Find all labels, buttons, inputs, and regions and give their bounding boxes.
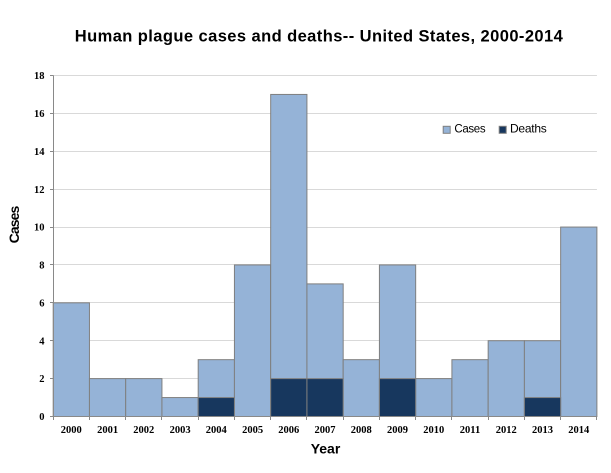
svg-text:12: 12 [34,185,45,196]
svg-text:2011: 2011 [460,425,480,436]
svg-text:2001: 2001 [97,425,118,436]
svg-text:Deaths: Deaths [510,122,547,136]
svg-text:18: 18 [34,71,45,82]
svg-text:2012: 2012 [496,425,517,436]
svg-text:2004: 2004 [206,425,228,436]
svg-text:Cases: Cases [454,124,485,136]
svg-text:6: 6 [39,298,44,309]
svg-text:Human plague cases and deaths-: Human plague cases and deaths-- United S… [75,28,564,46]
svg-text:2: 2 [39,374,44,385]
svg-text:2006: 2006 [278,425,299,436]
svg-text:Cases: Cases [6,206,22,244]
svg-text:2000: 2000 [61,425,82,436]
svg-text:14: 14 [34,147,45,158]
svg-text:16: 16 [34,109,45,120]
svg-text:8: 8 [39,261,44,272]
svg-text:4: 4 [39,336,45,347]
svg-text:10: 10 [34,223,45,234]
svg-text:2003: 2003 [170,425,191,436]
svg-text:2014: 2014 [568,425,590,436]
svg-text:2008: 2008 [351,425,372,436]
svg-text:2010: 2010 [423,425,444,436]
svg-text:2013: 2013 [532,425,553,436]
svg-text:0: 0 [39,412,44,423]
svg-text:2009: 2009 [387,425,408,436]
svg-text:2007: 2007 [315,425,336,436]
svg-text:Year: Year [311,441,341,457]
svg-text:2002: 2002 [133,425,154,436]
svg-text:2005: 2005 [242,425,263,436]
